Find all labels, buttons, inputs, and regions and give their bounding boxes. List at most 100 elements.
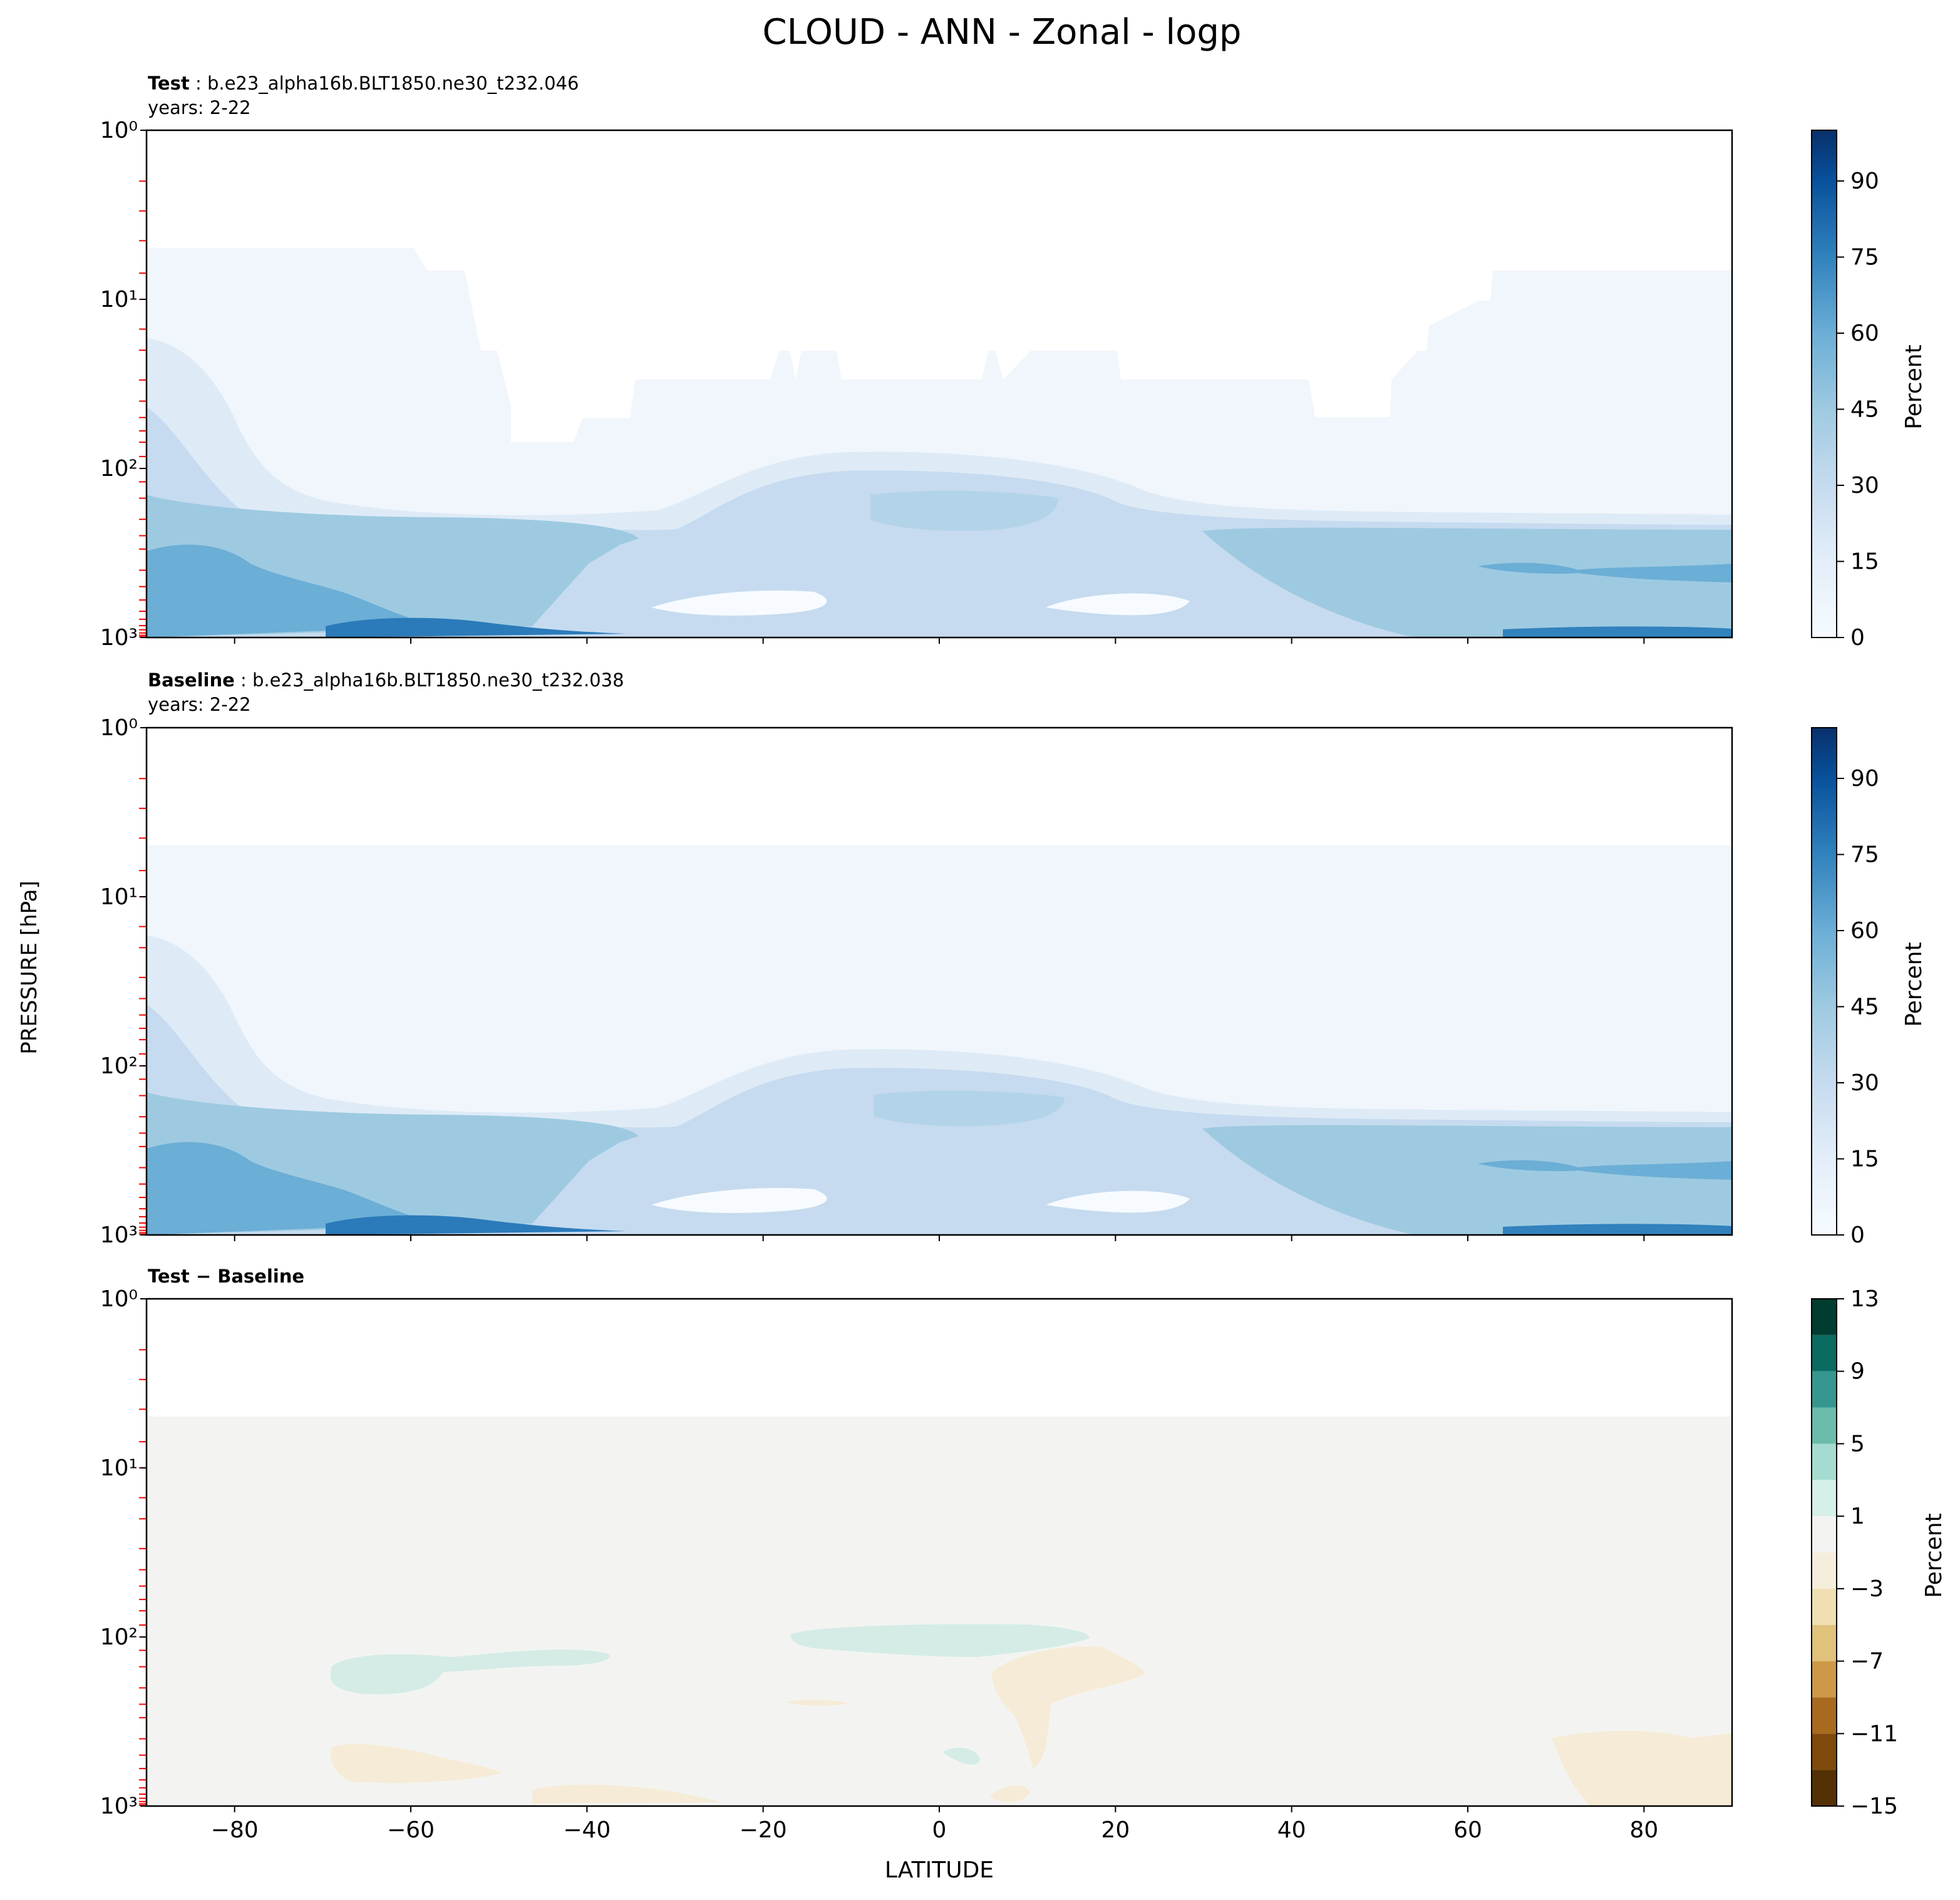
colorbar-band [1812,1661,1837,1698]
negative-anomaly-southern [331,1744,501,1784]
surface-max-band [326,617,626,638]
tropical-low-clear-1 [651,590,827,616]
colorbar-tick-label: 13 [1850,1286,1879,1312]
surface-max-band-north [1503,626,1732,638]
colorbar-tick-label: −15 [1850,1794,1898,1819]
panel-baseline: Baseline : b.e23_alpha16b.BLT1850.ne30_t… [100,669,1733,1248]
colorbar-band [1812,1335,1837,1371]
colorbar-tick-label: 60 [1850,918,1879,944]
x-tick-label: 20 [1101,1817,1130,1843]
colorbar-test-label: Percent [1901,344,1927,429]
colorbar-band [1812,1407,1837,1444]
y-tick-label: 10² [100,456,138,482]
panel-difference-field [147,1299,1732,1806]
colorbar-test-ticks: 0 15 30 45 60 75 90 [1837,168,1879,651]
y-tick-label: 10³ [100,1222,138,1248]
x-tick-label: 40 [1277,1817,1306,1843]
negative-anomaly-arctic [1552,1730,1732,1806]
panel-difference: Test − Baseline 10⁰ 10¹ 10² 10³ −80 −60 −40 −2… [100,1266,1733,1843]
panel-difference-x-ticks: −80 −60 −40 −20 0 20 40 60 80 [211,1806,1658,1843]
panel-baseline-field [147,728,1732,1235]
y-tick-label: 10³ [100,1794,138,1819]
panel-difference-title: Test − Baseline [148,1266,304,1287]
panel-baseline-title: Baseline : b.e23_alpha16b.BLT1850.ne30_t… [148,669,624,691]
panel-test: Test : b.e23_alpha16b.BLT1850.ne30_t232.… [100,73,1733,651]
colorbar-band [1812,1516,1837,1552]
colorbar-tick-label: 1 [1850,1504,1865,1529]
x-tick-label: −80 [211,1817,259,1843]
colorbar-baseline: 0 15 30 45 60 75 90 Percent [1811,727,1927,1248]
tropical-low-clear-2 [1046,1190,1190,1213]
panel-test-years: years: 2-22 [148,97,251,118]
colorbar-difference: 13 9 5 1 −3 −7 −11 −15 Percent [1811,1286,1947,1819]
colorbar-band [1812,1770,1837,1806]
x-tick-label: 0 [932,1817,947,1843]
y-tick-label: 10⁰ [100,118,138,143]
y-tick-label: 10³ [100,625,138,651]
colorbar-tick-label: 5 [1850,1431,1865,1457]
negative-anomaly-mid [992,1646,1146,1769]
colorbar-tick-label: 90 [1850,168,1879,194]
colorbar-band [1812,1299,1837,1335]
colorbar-tick-label: 30 [1850,1070,1879,1096]
colorbar-tick-label: 90 [1850,766,1879,792]
y-tick-label: 10¹ [100,884,138,910]
polar-mid-band-north [1478,562,1732,582]
colorbar-band [1812,1443,1837,1480]
colorbar-band [1812,1480,1837,1517]
tropical-upper-core [870,490,1058,531]
tropical-upper-core [874,1090,1065,1127]
tropical-low-clear-1 [651,1187,827,1213]
tropical-low-clear-2 [1046,593,1190,616]
y-tick-label: 10² [100,1624,138,1650]
polar-mid-band-north [1478,1160,1732,1180]
colorbar-band [1812,1697,1837,1734]
colorbar-tick-label: −11 [1850,1721,1898,1747]
colorbar-baseline-ramp [1811,727,1837,1236]
level-5-contour [147,1142,438,1235]
colorbar-tick-label: 75 [1850,245,1879,271]
x-tick-label: −20 [740,1817,787,1843]
colorbar-band [1812,1588,1837,1625]
colorbar-tick-label: 60 [1850,321,1879,346]
shared-y-axis-label: PRESSURE [hPa] [17,880,42,1054]
colorbar-tick-label: 0 [1850,1222,1865,1248]
panel-baseline-x-ticks [234,1235,1645,1241]
colorbar-tick-label: 30 [1850,473,1879,498]
colorbar-tick-label: 45 [1850,397,1879,423]
colorbar-tick-label: 45 [1850,994,1879,1020]
panel-difference-y-ticks: 10⁰ 10¹ 10² 10³ [100,1286,147,1819]
colorbar-tick-label: −3 [1850,1576,1884,1602]
shared-x-axis-label: LATITUDE [885,1857,994,1883]
colorbar-tick-label: 15 [1850,1147,1879,1172]
x-tick-label: −40 [563,1817,611,1843]
negative-anomaly-southern-2 [532,1784,720,1804]
y-tick-label: 10¹ [100,1455,138,1481]
positive-anomaly-southern [330,1649,611,1695]
colorbar-test-ramp [1811,130,1837,638]
y-tick-label: 10⁰ [100,1286,138,1312]
positive-anomaly-tropics [790,1624,1090,1657]
colorbar-test: 0 15 30 45 60 75 90 Percent [1811,130,1927,651]
colorbar-difference-ramp [1812,1299,1837,1806]
zero-band-contour [147,1417,1732,1806]
y-tick-label: 10¹ [100,287,138,312]
level-4b-contour [1202,1125,1732,1235]
colorbar-difference-ticks: 13 9 5 1 −3 −7 −11 −15 [1837,1286,1898,1819]
level-4b-contour [1202,527,1732,638]
y-tick-label: 10⁰ [100,715,138,741]
panel-baseline-model-levels [139,778,147,1235]
panel-baseline-years: years: 2-22 [148,694,251,715]
colorbar-tick-label: 0 [1850,625,1865,651]
negative-anomaly-small-1 [785,1700,848,1706]
panel-test-field [147,130,1732,638]
panel-test-model-levels [139,180,147,638]
colorbar-difference-label: Percent [1921,1513,1947,1598]
panel-difference-model-levels [139,1349,147,1806]
x-tick-label: 80 [1629,1817,1658,1843]
figure-title: CLOUD - ANN - Zonal - logp [763,12,1242,53]
x-tick-label: −60 [387,1817,435,1843]
y-tick-label: 10² [100,1053,138,1079]
colorbar-band [1812,1733,1837,1770]
